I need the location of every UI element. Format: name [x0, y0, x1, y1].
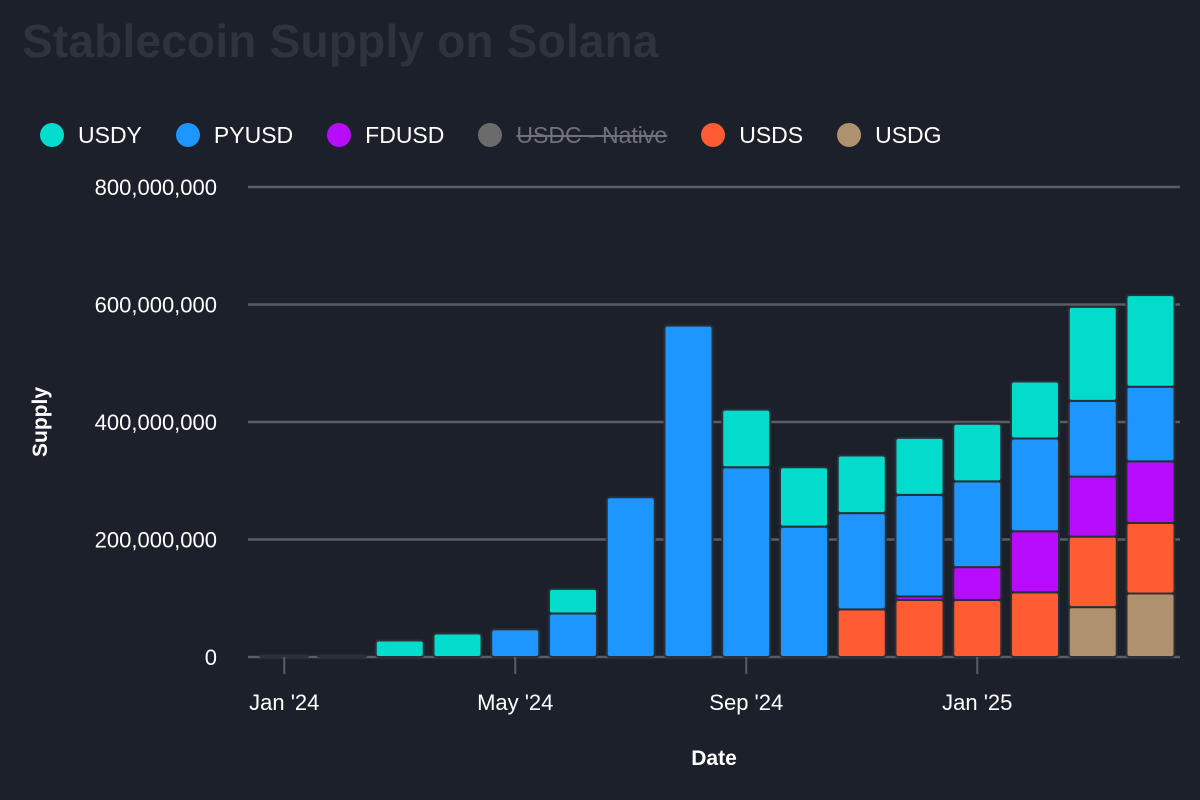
legend-label-usdg: USDG: [875, 121, 942, 148]
bar-segment-pyusd[interactable]: [779, 525, 829, 659]
y-tick-label: 400,000,000: [95, 410, 217, 435]
bar-segment-pyusd[interactable]: [548, 612, 598, 659]
legend-swatch-usdg: [837, 123, 862, 147]
bar-segment-pyusd[interactable]: [952, 480, 1003, 569]
y-axis-title: Supply: [29, 387, 52, 457]
legend-item-usdc-native[interactable]: USDC - Native: [478, 122, 667, 149]
chart-title: Stablecoin Supply on Solana: [22, 15, 659, 67]
bar-segment-usdy[interactable]: [779, 466, 829, 528]
bar-segment-usds[interactable]: [836, 608, 887, 658]
bar-segment-usdy[interactable]: [721, 408, 772, 469]
x-tick-label: Jan '24: [249, 690, 319, 715]
legend-item-usds[interactable]: USDS: [701, 122, 803, 149]
legend-swatch-pyusd: [175, 123, 200, 147]
legend-swatch-fdusd: [327, 123, 352, 147]
legend-label-usds: USDS: [739, 121, 804, 148]
legend-item-usdg[interactable]: USDG: [837, 121, 942, 149]
legend-item-usdy[interactable]: USDY: [40, 122, 142, 149]
bar-segment-usdg[interactable]: [1067, 606, 1118, 658]
bar-segment-fdusd[interactable]: [1067, 475, 1118, 538]
bar-segment-usdy[interactable]: [836, 454, 887, 515]
x-tick-label: May '24: [477, 690, 553, 715]
bar-segment-fdusd[interactable]: [1010, 530, 1060, 594]
y-axis-ticks: 0 200,000,000 400,000,000 600,000,000 800,00…: [95, 175, 217, 670]
bar-segment-usds[interactable]: [1125, 522, 1176, 595]
bar-segment-pyusd[interactable]: [1067, 399, 1118, 478]
x-tick-label: Sep '24: [709, 690, 783, 715]
bar-segment-usdy[interactable]: [1067, 305, 1118, 402]
bar-segment-fdusd[interactable]: [1125, 460, 1176, 525]
bar-segment-usdy[interactable]: [952, 422, 1003, 483]
bar-segment-pyusd[interactable]: [894, 493, 945, 598]
bar-segment-usdy[interactable]: [317, 654, 367, 658]
x-tick-label: Jan '25: [942, 690, 1012, 715]
legend-label-pyusd: PYUSD: [213, 121, 294, 148]
chart-legend: USDY PYUSD FDUSD USDC - Native USDS USDG: [40, 120, 976, 150]
bars: [259, 294, 1176, 659]
bar-segment-usdy[interactable]: [259, 654, 310, 658]
legend-label-usdc-native: USDC - Native: [516, 121, 668, 148]
bar-segment-usdy[interactable]: [374, 639, 425, 658]
y-tick-label: 600,000,000: [95, 293, 217, 318]
bar-segment-usdy[interactable]: [1125, 294, 1176, 388]
legend-swatch-usdc-native: [478, 123, 503, 147]
bar-segment-usds[interactable]: [1067, 535, 1118, 609]
bar-segment-usds[interactable]: [894, 599, 945, 659]
y-tick-label: 0: [205, 645, 217, 670]
bar-segment-usdg[interactable]: [1125, 592, 1176, 658]
x-axis: Jan '24 May '24 Sep '24 Jan '25: [249, 657, 1012, 715]
bar-segment-usdy[interactable]: [1010, 380, 1060, 440]
bar-segment-pyusd[interactable]: [605, 496, 656, 659]
bar-segment-usdy[interactable]: [894, 436, 945, 496]
bar-segment-usds[interactable]: [1010, 591, 1060, 658]
bar-segment-usdy[interactable]: [548, 587, 598, 615]
legend-item-pyusd[interactable]: PYUSD: [175, 121, 294, 149]
legend-label-usdy: USDY: [78, 121, 142, 148]
y-tick-label: 200,000,000: [95, 528, 217, 553]
bar-segment-pyusd[interactable]: [1010, 437, 1060, 533]
bar-segment-fdusd[interactable]: [952, 566, 1003, 602]
bar-segment-pyusd[interactable]: [836, 512, 887, 611]
bar-segment-pyusd[interactable]: [663, 324, 714, 658]
x-axis-title: Date: [691, 747, 737, 770]
bar-segment-usdy[interactable]: [432, 632, 483, 658]
bar-segment-pyusd[interactable]: [1125, 385, 1176, 463]
bar-segment-pyusd[interactable]: [721, 466, 772, 658]
legend-label-fdusd: FDUSD: [365, 121, 445, 148]
bar-segment-usds[interactable]: [952, 599, 1003, 659]
bar-segment-pyusd[interactable]: [490, 628, 541, 659]
y-tick-label: 800,000,000: [95, 175, 217, 200]
legend-item-fdusd[interactable]: FDUSD: [327, 122, 444, 149]
legend-swatch-usds: [701, 123, 726, 147]
legend-swatch-usdy: [40, 123, 64, 147]
